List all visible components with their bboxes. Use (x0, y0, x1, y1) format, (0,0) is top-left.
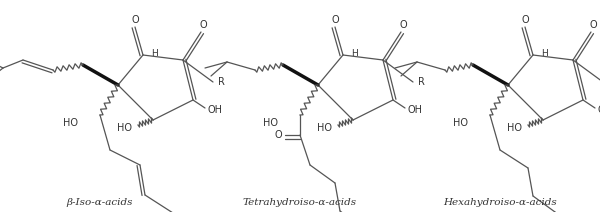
Text: OH: OH (598, 105, 600, 115)
Text: O: O (131, 15, 139, 25)
Text: OH: OH (407, 105, 422, 115)
Text: H: H (352, 49, 358, 57)
Text: Hexahydroiso-α-acids: Hexahydroiso-α-acids (443, 198, 557, 207)
Text: O: O (589, 20, 597, 30)
Text: Tetrahydroiso-α-acids: Tetrahydroiso-α-acids (243, 198, 357, 207)
Text: R: R (218, 77, 224, 87)
Text: O: O (199, 20, 207, 30)
Text: O: O (274, 130, 282, 140)
Text: H: H (542, 49, 548, 57)
Text: O: O (521, 15, 529, 25)
Text: HO: HO (62, 118, 77, 128)
Text: HO: HO (317, 123, 332, 133)
Text: OH: OH (208, 105, 223, 115)
Text: HO: HO (508, 123, 523, 133)
Text: HO: HO (452, 118, 467, 128)
Text: β-Iso-α-acids: β-Iso-α-acids (67, 198, 133, 207)
Text: HO: HO (263, 118, 277, 128)
Text: O: O (331, 15, 339, 25)
Text: R: R (418, 77, 424, 87)
Text: HO: HO (118, 123, 133, 133)
Text: H: H (152, 49, 158, 57)
Text: O: O (399, 20, 407, 30)
